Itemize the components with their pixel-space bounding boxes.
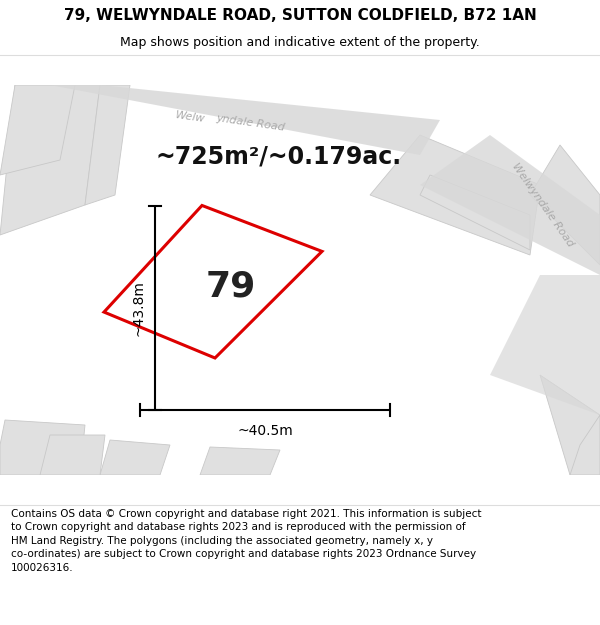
Polygon shape bbox=[490, 275, 600, 415]
Polygon shape bbox=[530, 145, 600, 265]
Polygon shape bbox=[40, 435, 105, 475]
Polygon shape bbox=[0, 85, 75, 175]
Polygon shape bbox=[100, 440, 170, 475]
Text: 79, WELWYNDALE ROAD, SUTTON COLDFIELD, B72 1AN: 79, WELWYNDALE ROAD, SUTTON COLDFIELD, B… bbox=[64, 8, 536, 23]
Text: ~725m²/~0.179ac.: ~725m²/~0.179ac. bbox=[155, 145, 401, 169]
Polygon shape bbox=[0, 85, 600, 475]
Polygon shape bbox=[104, 206, 322, 358]
Polygon shape bbox=[420, 135, 600, 275]
Polygon shape bbox=[200, 447, 280, 475]
Polygon shape bbox=[85, 85, 130, 205]
Text: Welwyndale Road: Welwyndale Road bbox=[510, 161, 575, 249]
Text: Welw: Welw bbox=[175, 110, 206, 124]
Text: ~40.5m: ~40.5m bbox=[237, 424, 293, 438]
Polygon shape bbox=[540, 375, 600, 475]
Text: Map shows position and indicative extent of the property.: Map shows position and indicative extent… bbox=[120, 36, 480, 49]
Text: 79: 79 bbox=[206, 270, 256, 304]
Polygon shape bbox=[0, 85, 100, 235]
Text: yndale Road: yndale Road bbox=[215, 113, 286, 132]
Polygon shape bbox=[420, 175, 530, 250]
Polygon shape bbox=[370, 135, 540, 255]
Text: Contains OS data © Crown copyright and database right 2021. This information is : Contains OS data © Crown copyright and d… bbox=[11, 509, 481, 573]
Text: ~43.8m: ~43.8m bbox=[131, 280, 145, 336]
Polygon shape bbox=[50, 85, 440, 155]
Polygon shape bbox=[570, 415, 600, 475]
Polygon shape bbox=[0, 420, 85, 475]
